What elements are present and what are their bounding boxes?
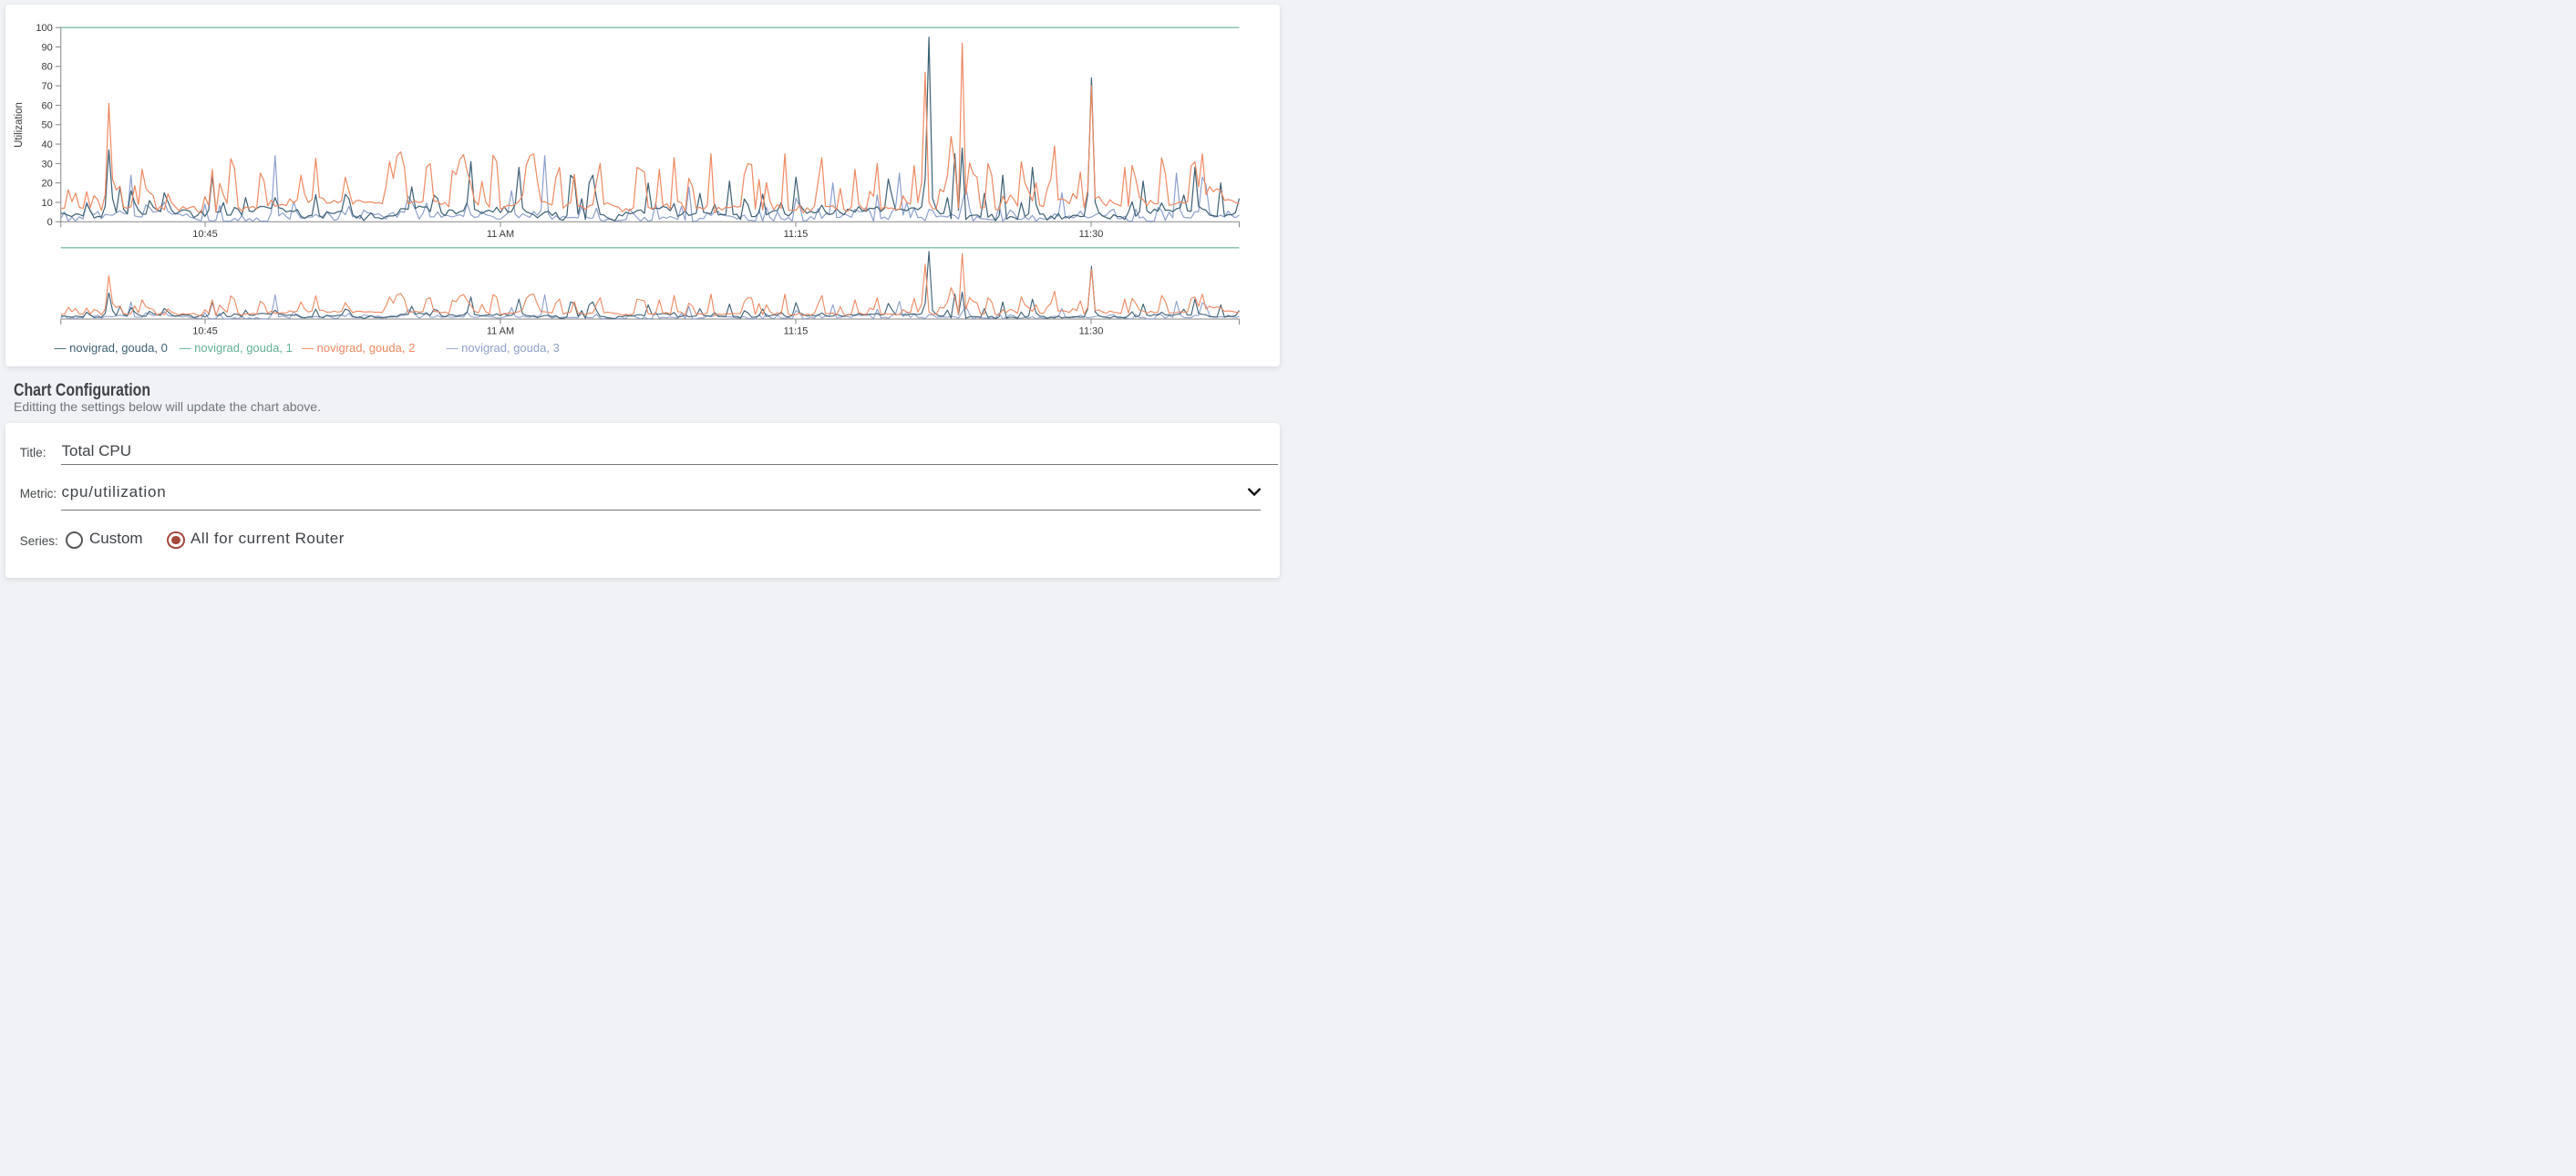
svg-text:80: 80 bbox=[42, 62, 53, 73]
svg-text:50: 50 bbox=[42, 120, 53, 131]
svg-text:70: 70 bbox=[42, 81, 53, 92]
svg-text:10:45: 10:45 bbox=[192, 229, 218, 240]
svg-text:100: 100 bbox=[36, 23, 52, 34]
svg-text:11:30: 11:30 bbox=[1079, 229, 1104, 240]
svg-text:11:15: 11:15 bbox=[784, 229, 809, 240]
svg-text:30: 30 bbox=[42, 159, 53, 170]
svg-text:11:15: 11:15 bbox=[784, 326, 809, 337]
svg-text:90: 90 bbox=[42, 42, 53, 53]
svg-text:40: 40 bbox=[42, 139, 53, 150]
svg-text:10: 10 bbox=[42, 198, 53, 209]
svg-text:11 AM: 11 AM bbox=[487, 229, 514, 240]
svg-text:10:45: 10:45 bbox=[192, 326, 218, 337]
svg-text:11 AM: 11 AM bbox=[487, 326, 514, 337]
svg-text:60: 60 bbox=[42, 100, 53, 111]
svg-text:11:30: 11:30 bbox=[1079, 326, 1104, 337]
svg-text:Utilization: Utilization bbox=[14, 102, 25, 148]
svg-text:0: 0 bbox=[47, 217, 53, 228]
svg-text:20: 20 bbox=[42, 179, 53, 190]
